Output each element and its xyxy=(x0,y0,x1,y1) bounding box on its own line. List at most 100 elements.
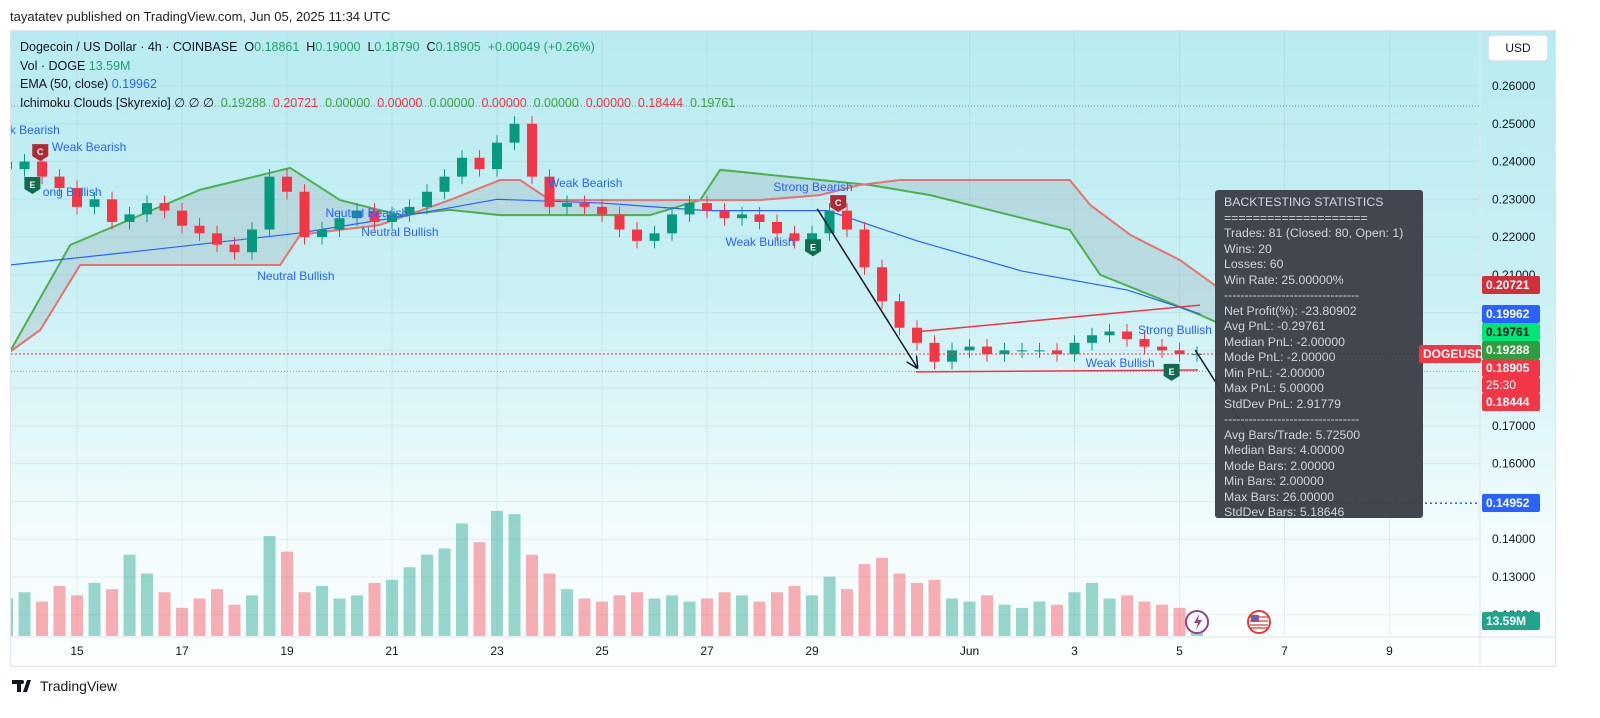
candle xyxy=(1104,331,1115,336)
candle xyxy=(404,206,415,215)
candle xyxy=(387,214,398,222)
volume-bar xyxy=(876,557,889,636)
volume-bar xyxy=(263,536,276,636)
volume-bar xyxy=(928,579,941,636)
volume-bar xyxy=(11,598,14,636)
signal-label: k Bearish xyxy=(10,123,60,137)
volume-bar xyxy=(841,589,854,636)
open-value: 0.18861 xyxy=(254,40,300,54)
candle xyxy=(1157,346,1168,351)
volume-bar xyxy=(893,573,906,636)
ichimoku-values: 0.19288 0.20721 0.00000 0.00000 0.00000 … xyxy=(214,96,735,110)
trade-marker-label: C xyxy=(37,147,44,157)
candle xyxy=(1069,342,1080,355)
tradingview-logo[interactable]: TradingView xyxy=(12,678,117,694)
candle xyxy=(177,210,188,226)
volume-bar xyxy=(596,601,609,636)
tradingview-logo-icon xyxy=(12,680,31,692)
candle xyxy=(54,176,65,188)
currency-button[interactable]: USD xyxy=(1488,35,1548,61)
volume-bar xyxy=(1121,595,1134,636)
trade-marker xyxy=(830,195,847,213)
volume-bar xyxy=(193,598,206,636)
time-axis-tick: 17 xyxy=(175,644,189,658)
volume-bar xyxy=(946,598,959,636)
volume-bar xyxy=(508,514,521,636)
volume-tag: 13.59M xyxy=(1482,612,1540,630)
volume-row[interactable]: Vol · DOGE 13.59M xyxy=(20,57,735,76)
candle xyxy=(894,301,905,328)
ichimoku-row[interactable]: Ichimoku Clouds [Skyrexio] ∅ ∅ ∅ 0.19288… xyxy=(20,94,735,113)
volume-bar xyxy=(648,598,661,636)
volume-value: 13.59M xyxy=(88,58,131,73)
time-axis-tick: Jun xyxy=(960,644,979,658)
candle xyxy=(37,161,48,177)
stats-lines: ==================== Trades: 81 (Closed: … xyxy=(1224,211,1414,521)
ema-row[interactable]: EMA (50, close) 0.19962 xyxy=(20,75,735,94)
volume-bar xyxy=(561,589,574,636)
volume-bar xyxy=(1016,607,1029,636)
volume-bar xyxy=(438,548,451,636)
candle xyxy=(842,210,853,230)
volume-bar xyxy=(403,567,416,636)
volume-bar xyxy=(211,589,224,636)
volume-bar xyxy=(281,551,294,636)
candle xyxy=(124,214,135,222)
candle xyxy=(877,267,888,302)
candle xyxy=(1017,350,1028,352)
candle xyxy=(667,214,678,234)
volume-bar xyxy=(36,601,49,636)
low-label: L xyxy=(367,40,375,54)
volume-bar xyxy=(1103,598,1116,636)
candle xyxy=(649,233,660,241)
plot-area: C E C E Ek Bearish Weak Bearish ong Bullish Wea… xyxy=(10,31,1479,636)
volume-bar xyxy=(718,592,731,636)
price-tag: 0.20721 xyxy=(1482,276,1540,295)
symbol-title: Dogecoin / US Dollar · 4h · COINBASE xyxy=(20,40,238,54)
volume-bar xyxy=(771,592,784,636)
volume-bar xyxy=(88,582,101,636)
price-axis-tick: 0.17000 xyxy=(1492,419,1536,433)
candle xyxy=(579,203,590,207)
time-axis-tick: 15 xyxy=(70,644,84,658)
price-tag: 0.19288 xyxy=(1482,341,1540,360)
time-axis-tick: 27 xyxy=(700,644,714,658)
volume-bar xyxy=(981,595,994,636)
ichimoku-value: 0.20721 xyxy=(265,95,319,110)
trade-marker xyxy=(805,239,822,257)
ichimoku-value: 0.00000 xyxy=(526,95,579,110)
candle xyxy=(369,210,380,222)
volume-bar xyxy=(1138,601,1151,636)
volume-bar xyxy=(106,589,119,636)
stats-line: Wins: 20 xyxy=(1224,241,1272,256)
close-value: 0.18905 xyxy=(435,40,481,54)
channel-line xyxy=(915,304,1201,333)
candle xyxy=(562,203,573,207)
ema-value: 0.19962 xyxy=(111,77,157,91)
candle xyxy=(334,218,345,230)
symbol-row: Dogecoin / US Dollar · 4h · COINBASE O0.… xyxy=(20,38,735,57)
candle xyxy=(229,244,240,253)
volume-bar xyxy=(246,595,259,636)
volume-bar xyxy=(736,595,749,636)
volume-bar xyxy=(456,523,469,636)
ichimoku-value: 0.19761 xyxy=(683,95,736,110)
candle xyxy=(457,157,468,177)
stats-line: Median Bars: 4.00000 xyxy=(1224,443,1345,457)
stats-line: Max Bars: 26.00000 xyxy=(1224,489,1335,504)
candle xyxy=(89,199,100,207)
low-value: 0.18790 xyxy=(374,40,420,54)
candle xyxy=(509,123,520,143)
stats-line: Avg PnL: -0.29761 xyxy=(1224,319,1326,333)
candle xyxy=(194,225,205,234)
candle xyxy=(107,199,118,222)
stats-line: Trades: 81 (Closed: 80, Open: 1) xyxy=(1224,226,1404,240)
ichimoku-value: 0.19288 xyxy=(213,95,266,110)
publisher-line: tayatatev published on TradingView.com, … xyxy=(10,9,391,24)
countdown-tag: 25:30 xyxy=(1482,377,1540,394)
volume-bar xyxy=(228,604,241,636)
trend-arrow xyxy=(816,208,917,368)
open-label: O xyxy=(244,40,255,54)
signal-label: Neutral Bullish xyxy=(361,225,438,239)
